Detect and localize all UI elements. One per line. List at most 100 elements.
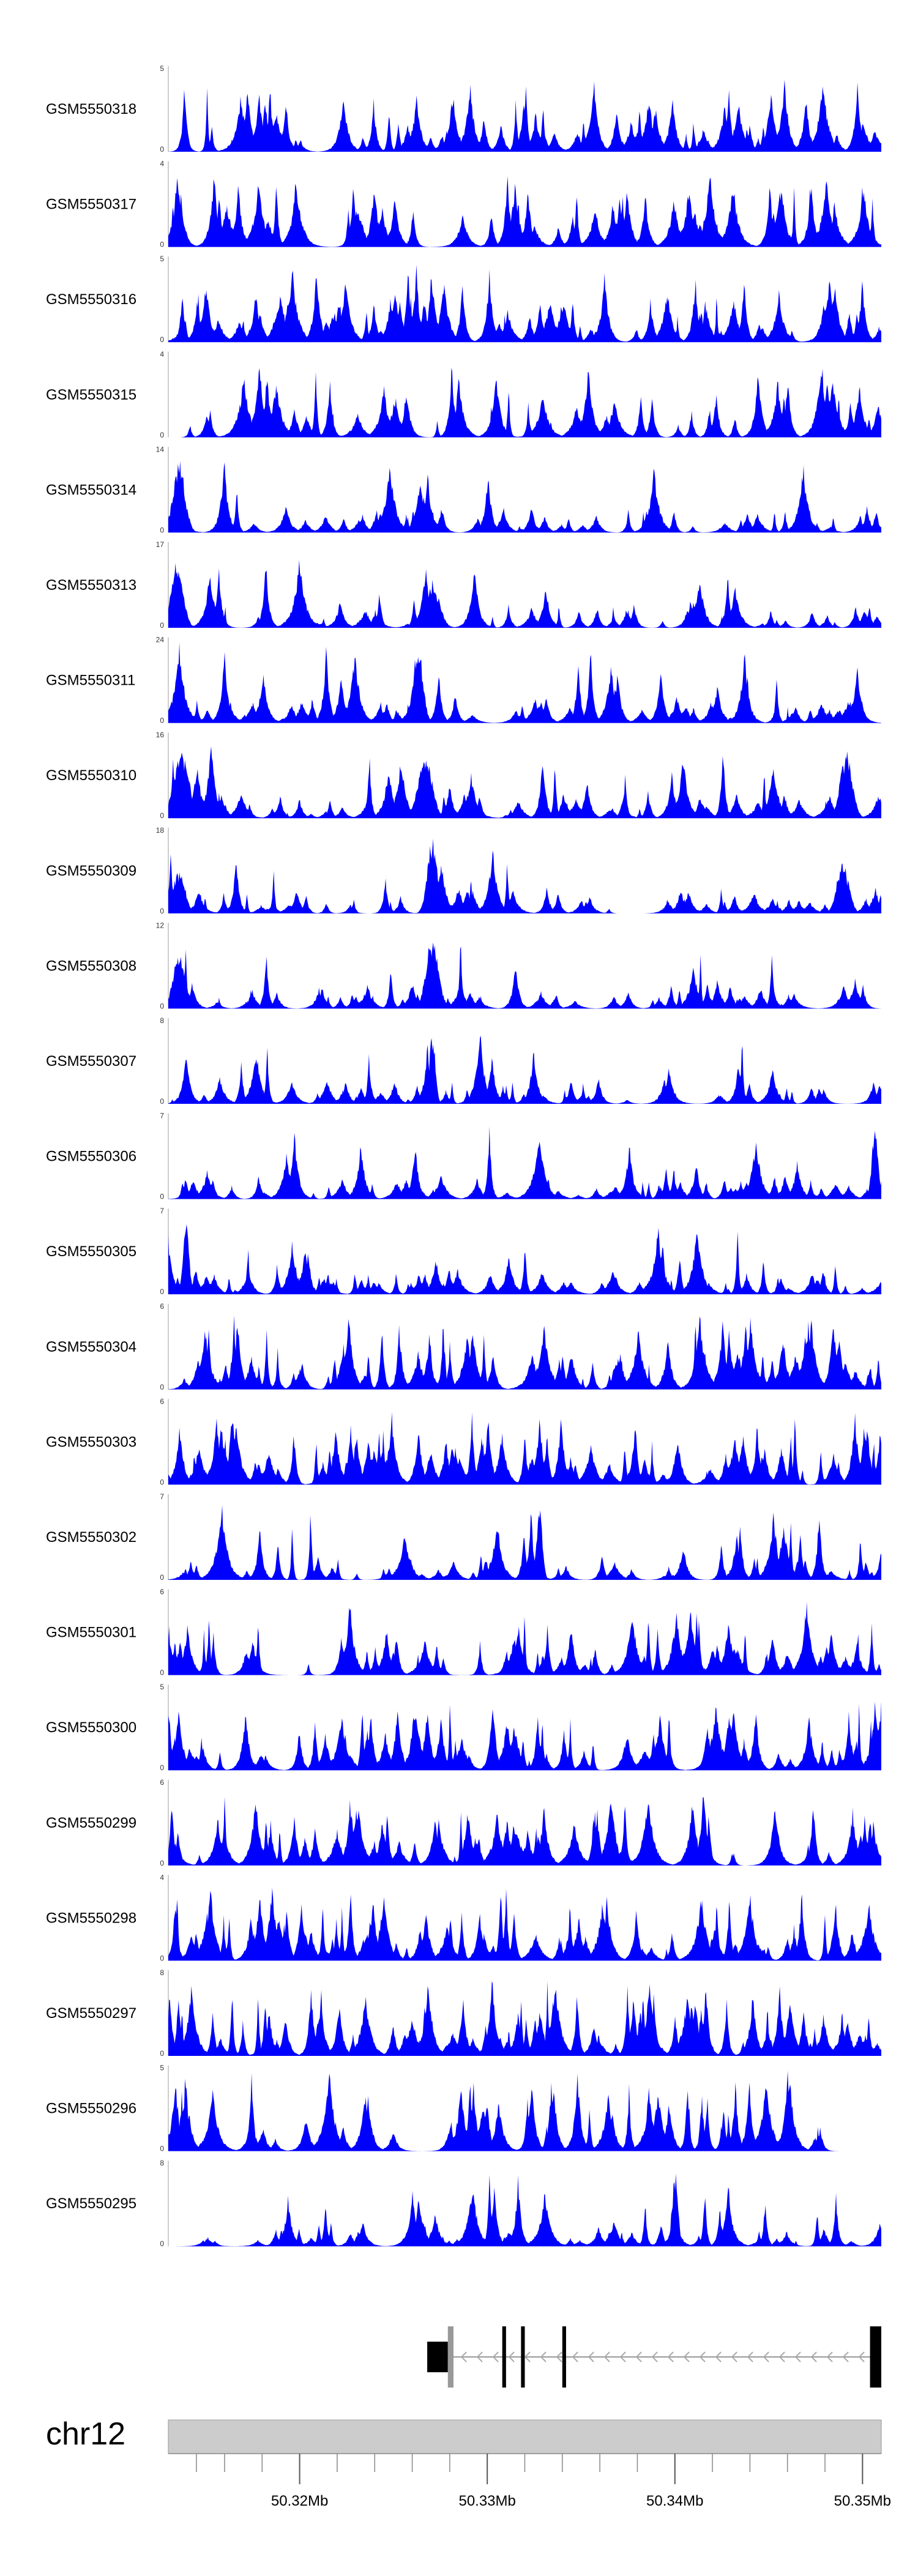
track-label: GSM5550317 — [46, 196, 136, 213]
strand-arrow — [635, 2351, 642, 2362]
track-label: GSM5550307 — [46, 1053, 136, 1070]
track-ymin-label: 0 — [160, 2145, 164, 2153]
coverage-area — [168, 80, 881, 152]
gene-exon — [447, 2326, 453, 2388]
track-ymin-label: 0 — [160, 811, 164, 820]
track-ymax-label: 5 — [160, 2064, 164, 2072]
x-tick-label: 50.34Mb — [646, 2493, 703, 2509]
track-ymax-label: 4 — [160, 350, 164, 359]
track-ymax-label: 4 — [160, 1873, 164, 1882]
coverage-area — [168, 461, 881, 533]
x-tick-label: 50.35Mb — [834, 2493, 891, 2509]
track-ymax-label: 16 — [156, 731, 165, 739]
strand-arrow — [794, 2351, 801, 2362]
strand-arrow — [826, 2351, 833, 2362]
track-ymin-label: 0 — [160, 1193, 164, 1201]
track-ymax-label: 6 — [160, 1302, 164, 1311]
track-ymin-label: 0 — [160, 717, 164, 725]
track-ymax-label: 5 — [160, 255, 164, 263]
coverage-area — [168, 1412, 881, 1485]
track-ymin-label: 0 — [160, 526, 164, 534]
coverage-area — [168, 368, 881, 437]
track-label: GSM5550318 — [46, 101, 136, 117]
track-label: GSM5550304 — [46, 1339, 136, 1355]
gene-exon — [521, 2326, 525, 2388]
track-ymin-label: 0 — [160, 335, 164, 344]
track-ymin-label: 0 — [160, 2239, 164, 2248]
track-ymax-label: 8 — [160, 2159, 164, 2167]
strand-arrow — [508, 2351, 515, 2362]
strand-arrow — [858, 2351, 865, 2362]
strand-arrow — [683, 2351, 690, 2362]
track-label: GSM5550298 — [46, 1910, 136, 1926]
track-label: GSM5550311 — [46, 672, 135, 689]
strand-arrow — [476, 2351, 483, 2362]
strand-arrow — [763, 2351, 769, 2362]
coverage-area — [168, 1981, 881, 2056]
strand-arrow — [524, 2351, 531, 2362]
track-ymax-label: 5 — [160, 1683, 164, 1691]
strand-arrow — [588, 2351, 594, 2362]
track-ymax-label: 14 — [156, 445, 165, 453]
track-ymax-label: 6 — [160, 1778, 164, 1787]
strand-arrow — [667, 2351, 674, 2362]
strand-arrow — [842, 2351, 849, 2362]
chromosome-axis-track: chr12 50.32Mb 50.33Mb 50.34Mb 50.35Mb — [46, 2416, 891, 2509]
coverage-area — [168, 1796, 881, 1866]
track-ymax-label: 12 — [156, 921, 165, 929]
strand-arrow — [572, 2351, 578, 2362]
coverage-area — [168, 1126, 881, 1199]
track-ymin-label: 0 — [160, 1859, 164, 1867]
coverage-area — [168, 2071, 881, 2151]
strand-arrow — [460, 2351, 467, 2362]
coverage-tracks: GSM5550318 5 0 GSM5550317 4 0 GSM5550316 5 0 GSM5… — [46, 64, 881, 2248]
track-ymin-label: 0 — [160, 2049, 164, 2058]
track-label: GSM5550302 — [46, 1529, 136, 1546]
coverage-area — [168, 1505, 881, 1580]
coverage-area — [168, 642, 881, 723]
coverage-area — [168, 1701, 881, 1771]
track-ymax-label: 24 — [156, 636, 165, 644]
coverage-area — [168, 1602, 881, 1675]
coverage-area — [168, 1315, 881, 1390]
track-ymin-label: 0 — [160, 1573, 164, 1582]
track-label: GSM5550305 — [46, 1243, 136, 1260]
chromosome-label: chr12 — [46, 2416, 125, 2452]
strand-arrow — [715, 2351, 722, 2362]
coverage-area — [168, 264, 881, 343]
track-ymin-label: 0 — [160, 1954, 164, 1962]
track-label: GSM5550299 — [46, 1815, 136, 1831]
coverage-area — [168, 176, 881, 247]
track-ymax-label: 18 — [156, 826, 165, 835]
track-label: GSM5550309 — [46, 863, 136, 879]
track-label: GSM5550297 — [46, 2005, 136, 2022]
coverage-area — [168, 1035, 881, 1104]
track-label: GSM5550310 — [46, 767, 136, 784]
x-tick-label: 50.32Mb — [271, 2493, 328, 2509]
track-label: GSM5550296 — [46, 2101, 136, 2117]
strand-arrow — [699, 2351, 706, 2362]
track-label: GSM5550313 — [46, 577, 136, 594]
track-label: GSM5550300 — [46, 1719, 136, 1736]
track-ymin-label: 0 — [160, 1383, 164, 1391]
track-ymin-label: 0 — [160, 1287, 164, 1296]
track-ymax-label: 4 — [160, 160, 164, 168]
strand-arrow — [556, 2351, 562, 2362]
track-ymax-label: 8 — [160, 1968, 164, 1977]
strand-arrow — [651, 2351, 658, 2362]
track-ymin-label: 0 — [160, 1097, 164, 1106]
track-label: GSM5550295 — [46, 2195, 136, 2212]
track-label: GSM5550315 — [46, 387, 136, 403]
track-ymin-label: 0 — [160, 1478, 164, 1486]
strand-arrow — [540, 2351, 547, 2362]
track-ymin-label: 0 — [160, 907, 164, 915]
track-ymax-label: 7 — [160, 1112, 164, 1120]
strand-arrow — [810, 2351, 817, 2362]
track-ymax-label: 17 — [156, 540, 165, 549]
coverage-area — [168, 942, 881, 1009]
track-ymax-label: 7 — [160, 1492, 164, 1501]
coverage-area — [168, 560, 881, 628]
track-ymax-label: 6 — [160, 1397, 164, 1405]
chromosome-bar — [168, 2419, 882, 2454]
